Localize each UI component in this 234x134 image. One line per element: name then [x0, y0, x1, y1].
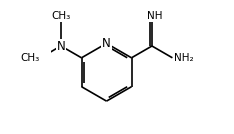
Text: CH₃: CH₃: [20, 53, 39, 63]
Text: N: N: [102, 37, 111, 50]
Text: CH₃: CH₃: [51, 11, 71, 21]
Text: N: N: [57, 40, 66, 53]
Text: NH: NH: [147, 11, 162, 21]
Text: NH₂: NH₂: [174, 53, 193, 63]
